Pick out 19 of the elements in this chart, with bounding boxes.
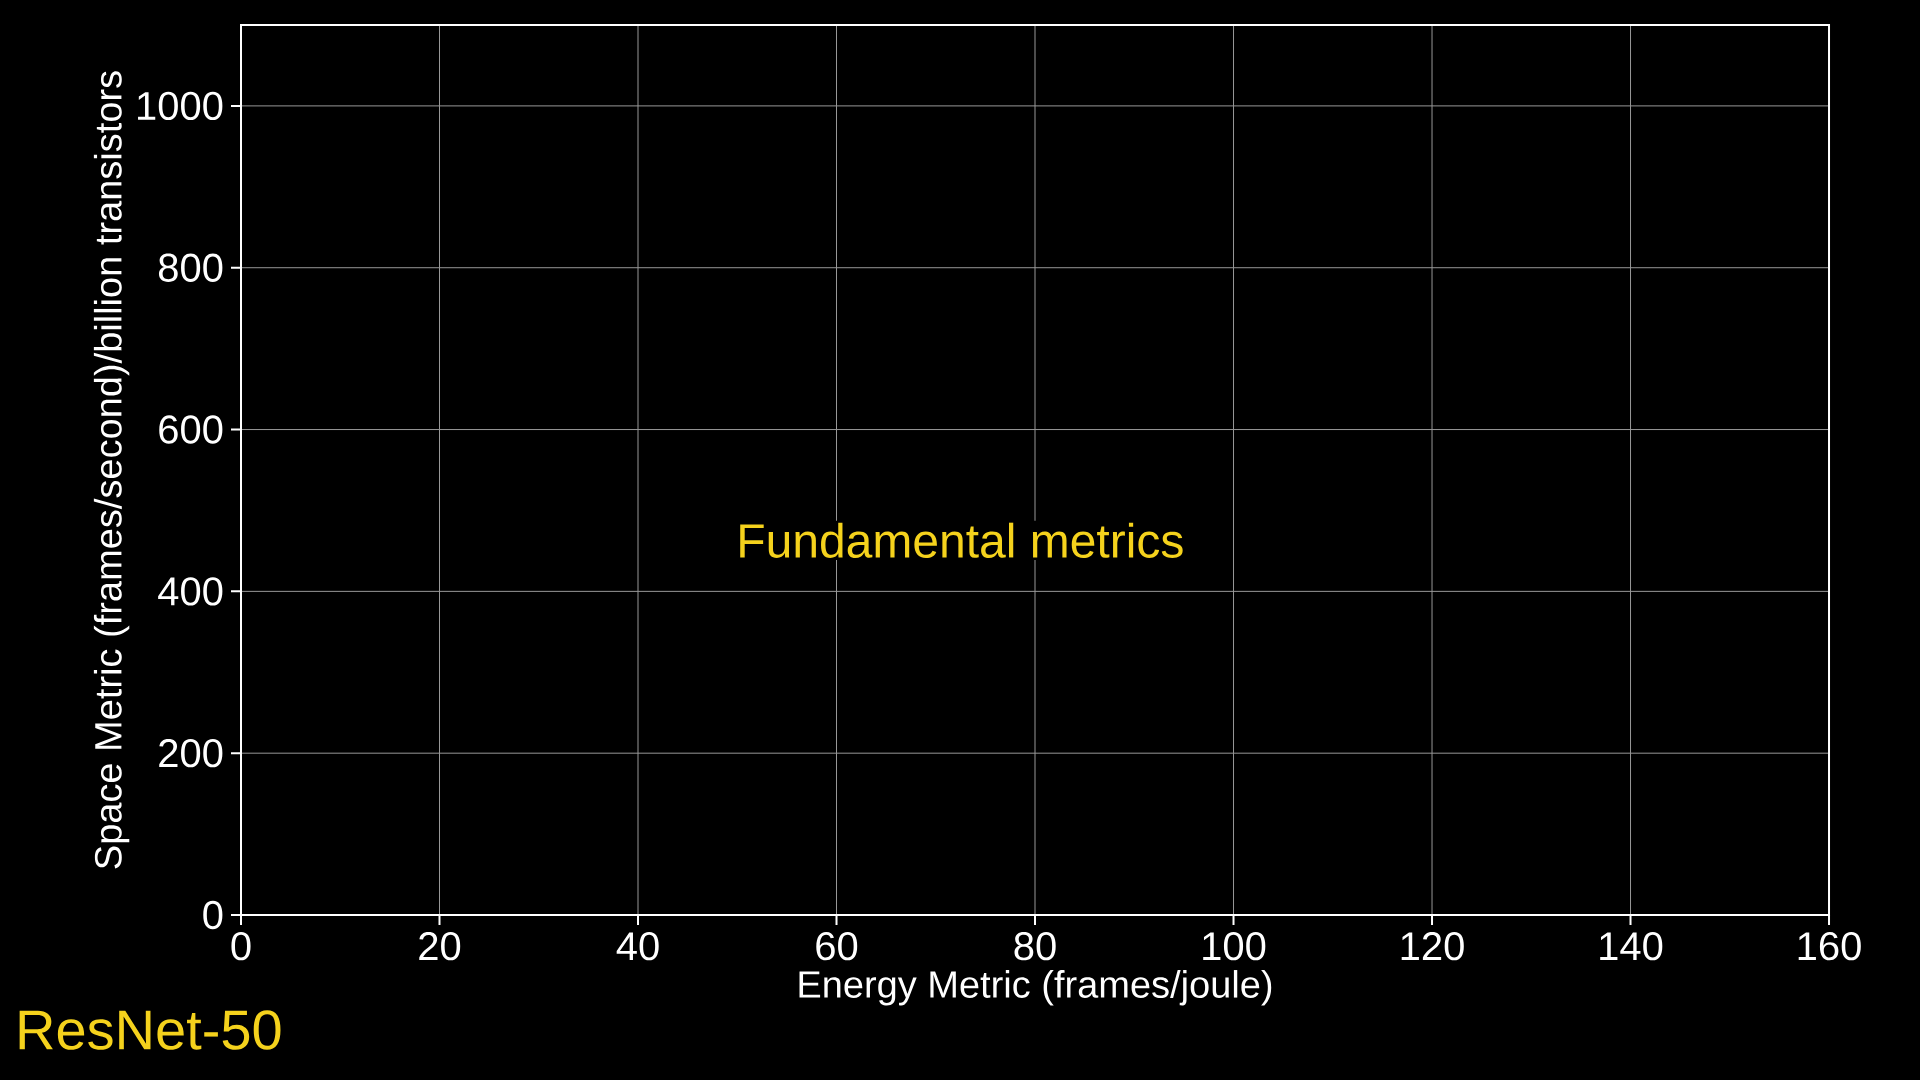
- x-tick-label: 80: [1014, 932, 1056, 961]
- y-tick-label: 0: [203, 900, 223, 930]
- x-tick-label: 140: [1600, 932, 1663, 961]
- x-tick-label: 100: [1203, 932, 1266, 961]
- text: ResNet-50: [19, 1010, 281, 1050]
- y-axis-title: Space Metric (frames/second)/billion transistors: [93, 71, 130, 869]
- x-tick-label: 20: [419, 932, 461, 961]
- y-tick-label: 1000: [138, 91, 223, 121]
- x-tick-label: 160: [1798, 932, 1861, 961]
- x-tick-label: 0: [231, 932, 251, 961]
- y-tick-label: 800: [158, 253, 223, 282]
- x-tick-label: 120: [1401, 932, 1464, 961]
- annotation: Fundamental metrics: [740, 522, 1183, 558]
- x-axis-title: Energy Metric (frames/joule): [799, 970, 1272, 1006]
- y-tick-label: 200: [159, 739, 223, 768]
- y-tick-label: 400: [158, 577, 223, 606]
- x-tick-label: 60: [816, 932, 858, 961]
- y-tick-label: 600: [159, 415, 223, 444]
- x-tick-label: 40: [616, 932, 659, 961]
